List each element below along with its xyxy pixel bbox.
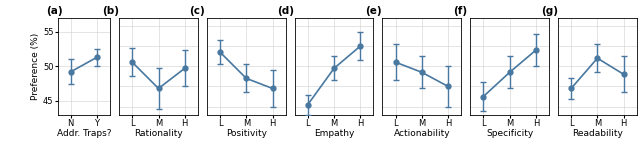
X-axis label: Empathy: Empathy	[314, 129, 355, 138]
Text: (g): (g)	[541, 6, 557, 16]
X-axis label: Addr. Traps?: Addr. Traps?	[56, 129, 111, 138]
X-axis label: Readability: Readability	[572, 129, 623, 138]
X-axis label: Actionability: Actionability	[394, 129, 450, 138]
X-axis label: Rationality: Rationality	[134, 129, 183, 138]
Y-axis label: Preference (%): Preference (%)	[31, 33, 40, 100]
X-axis label: Specificity: Specificity	[486, 129, 533, 138]
Text: (a): (a)	[46, 6, 63, 16]
Text: (c): (c)	[189, 6, 205, 16]
Text: (b): (b)	[102, 6, 119, 16]
X-axis label: Positivity: Positivity	[226, 129, 267, 138]
Text: (f): (f)	[453, 6, 467, 16]
Text: (d): (d)	[277, 6, 294, 16]
Text: (e): (e)	[365, 6, 381, 16]
